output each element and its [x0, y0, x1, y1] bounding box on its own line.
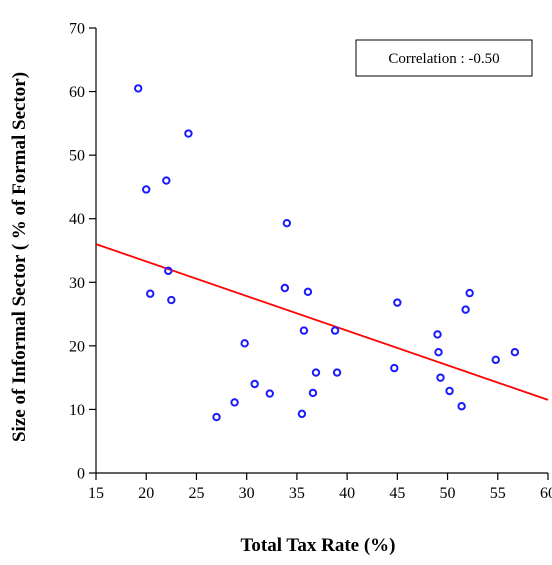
- x-tick-label: 55: [490, 485, 506, 502]
- data-point: [491, 355, 500, 365]
- x-axis-title: Total Tax Rate (%): [240, 535, 395, 556]
- x-tick-label: 45: [389, 485, 405, 502]
- data-point: [230, 398, 239, 407]
- correlation-box: [355, 39, 533, 77]
- trend-line-group: [95, 243, 549, 401]
- data-point: [280, 283, 290, 293]
- data-point: [332, 368, 342, 377]
- y-tick-label: 20: [69, 338, 85, 355]
- data-point: [510, 348, 520, 357]
- data-point: [303, 287, 313, 297]
- x-tick-label: 30: [239, 485, 255, 502]
- x-tick-label: 35: [289, 485, 305, 502]
- correlation-legend: Correlation : -0.50: [355, 39, 533, 77]
- x-tick-label: 20: [138, 485, 154, 502]
- x-tick-label: 60: [540, 485, 552, 502]
- data-point: [282, 218, 292, 228]
- trend-line: [95, 243, 549, 401]
- y-tick-label: 50: [69, 148, 85, 165]
- data-point: [311, 368, 321, 377]
- data-point: [393, 298, 402, 307]
- plot-frame: [95, 28, 548, 474]
- x-tick-label: 15: [88, 485, 104, 502]
- data-point: [330, 326, 340, 335]
- data-point: [436, 373, 445, 382]
- y-tick-label: 40: [69, 211, 85, 228]
- data-point: [212, 412, 221, 422]
- data-point: [142, 185, 151, 194]
- data-points: [133, 84, 520, 422]
- data-point: [433, 330, 442, 339]
- x-axis-ticks: 15 20 25 30 35 40 45 50 55 60: [88, 473, 552, 502]
- data-point: [445, 386, 454, 396]
- data-point: [299, 326, 309, 335]
- x-tick-label: 40: [339, 485, 355, 502]
- data-point: [297, 409, 307, 419]
- data-point: [457, 402, 466, 411]
- data-point: [167, 295, 176, 305]
- data-point: [465, 288, 474, 298]
- data-point: [162, 176, 171, 185]
- correlation-label: Correlation : -0.50: [388, 51, 499, 67]
- data-point: [434, 348, 443, 357]
- y-tick-label: 60: [69, 84, 85, 101]
- y-tick-label: 30: [69, 275, 85, 292]
- data-point: [250, 379, 259, 389]
- data-point: [184, 129, 193, 138]
- y-tick-label: 70: [69, 21, 85, 38]
- data-point: [146, 289, 155, 298]
- y-axis-title: Size of Informal Sector ( % of Formal Se…: [9, 72, 30, 442]
- data-point: [461, 305, 470, 314]
- x-tick-label: 25: [188, 485, 204, 502]
- y-tick-label: 0: [77, 466, 85, 483]
- data-point: [133, 84, 143, 93]
- y-tick-label: 10: [69, 402, 85, 419]
- y-axis-ticks: 0 10 20 30 40 50 60 70: [69, 21, 96, 483]
- data-point: [390, 363, 399, 373]
- data-point: [164, 266, 173, 276]
- data-point: [308, 388, 318, 398]
- data-point: [265, 389, 274, 398]
- x-tick-label: 50: [440, 485, 456, 502]
- data-point: [240, 339, 249, 348]
